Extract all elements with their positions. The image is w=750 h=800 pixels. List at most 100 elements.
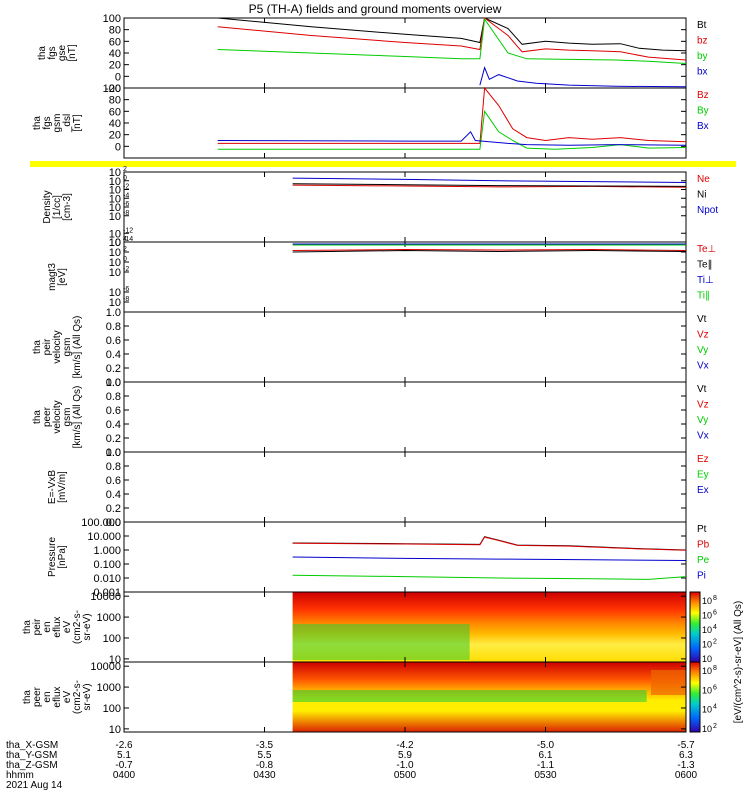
y-tick-exponent: 0 bbox=[123, 175, 127, 182]
y-axis-label: [mV/m] bbox=[57, 471, 68, 503]
x-row-value: -0.7 bbox=[115, 760, 133, 771]
y-tick-exponent: 2 bbox=[123, 166, 127, 173]
y-tick-label: 10 bbox=[109, 228, 121, 240]
y-tick-label: 0.4 bbox=[106, 489, 121, 501]
panel-peer_velocity: 1.0 0.8 0.6 0.4 0.2 0.0 tha peer velocity gsm [km/… bbox=[32, 377, 709, 459]
series-Te⊥ bbox=[292, 248, 687, 251]
y-axis-label: magt3 bbox=[47, 263, 58, 291]
legend-entry: Ex bbox=[697, 485, 709, 496]
x-row-label: tha_Z-GSM bbox=[6, 760, 58, 771]
legend-entry: Vx bbox=[697, 361, 709, 372]
legend-entry: Ey bbox=[697, 470, 709, 481]
y-tick-label: 100.000 bbox=[81, 517, 121, 529]
y-tick-label: 1000 bbox=[97, 682, 121, 694]
status-bar bbox=[30, 161, 736, 167]
y-tick-label: 0.6 bbox=[106, 405, 121, 417]
y-tick-label: 1.000 bbox=[93, 545, 121, 557]
legend-entry: Te∥ bbox=[697, 260, 713, 271]
x-row-value: 6.3 bbox=[679, 750, 693, 761]
x-row-label: tha_Y-GSM bbox=[6, 750, 57, 761]
y-axis-label: peer bbox=[32, 686, 43, 707]
y-tick-label: 40 bbox=[109, 48, 121, 60]
colorbar-tick-exponent: 2 bbox=[713, 723, 717, 730]
low-energy-band bbox=[292, 690, 647, 702]
series-Bt bbox=[217, 17, 687, 52]
panel-frame bbox=[123, 451, 687, 523]
y-axis-label: sr-eV) bbox=[82, 613, 93, 640]
panel-frame bbox=[123, 171, 687, 243]
panel-peir_spec: 10000 1000 100 10 tha peir en eflux eV (cm2-s-sr-… bbox=[22, 591, 687, 666]
colorbar-label: [eV/(cm^2-s)-sr-eV] (All Qs) bbox=[733, 601, 744, 723]
y-tick-label: 100 bbox=[103, 83, 121, 95]
y-tick-exponent: 4 bbox=[123, 236, 127, 243]
y-axis-label: _dsl bbox=[62, 114, 73, 133]
y-axis-label: eV bbox=[62, 691, 73, 704]
y-axis-label: fgs bbox=[47, 46, 58, 59]
y-tick-label: 20 bbox=[109, 130, 121, 142]
low-energy-band bbox=[292, 624, 470, 660]
y-axis-label: en bbox=[42, 621, 53, 632]
y-axis-label: velocity bbox=[52, 400, 63, 433]
legend-entry: Ne bbox=[697, 174, 710, 185]
legend-entry: Vt bbox=[697, 384, 707, 395]
series-by bbox=[217, 17, 687, 64]
y-tick-label: 10 bbox=[109, 185, 121, 197]
legend-entry: Ez bbox=[697, 454, 709, 465]
y-tick-label: 0.2 bbox=[106, 363, 121, 375]
legend-entry: Bx bbox=[697, 121, 709, 132]
x-row-value: 5.9 bbox=[398, 750, 412, 761]
y-axis-label: (cm2-s- bbox=[72, 680, 83, 714]
y-tick-exponent: -14 bbox=[123, 236, 133, 243]
y-tick-label: 10000 bbox=[90, 661, 121, 673]
y-axis-label: [1/cc] bbox=[52, 195, 63, 219]
x-row-value: 0600 bbox=[675, 770, 698, 781]
x-row-value: 6.1 bbox=[539, 750, 553, 761]
legend-entry: Vy bbox=[697, 415, 708, 426]
legend-entry: Ti∥ bbox=[697, 291, 710, 302]
y-tick-label: 10 bbox=[109, 237, 121, 249]
x-row-value: 5.5 bbox=[258, 750, 272, 761]
colorbar-tick-exponent: 6 bbox=[713, 684, 717, 691]
x-row-label: tha_X-GSM bbox=[6, 740, 58, 751]
x-row-value: -1.1 bbox=[537, 760, 555, 771]
legend-entry: Pi bbox=[697, 571, 706, 582]
y-tick-label: 1000 bbox=[97, 612, 121, 624]
colorbar-tick-label: 10 bbox=[702, 685, 712, 695]
legend-entry: by bbox=[697, 51, 708, 62]
legend-entry: Ti⊥ bbox=[697, 275, 714, 286]
panel-peer_spec: 10000 1000 100 10 tha peer en eflux eV (cm2-s-sr-… bbox=[22, 661, 687, 736]
colorbar-tick-label: 10 bbox=[702, 596, 712, 606]
y-tick-exponent: -2 bbox=[123, 184, 129, 191]
colorbar-tick-label: 10 bbox=[702, 724, 712, 734]
legend-entry: Pe bbox=[697, 555, 710, 566]
y-axis-label: [nPa] bbox=[57, 545, 68, 569]
series-Ni bbox=[292, 183, 687, 187]
y-axis-label: E=-VxB bbox=[47, 470, 58, 505]
colorbar bbox=[689, 591, 701, 663]
y-axis-label: (cm2-s- bbox=[72, 610, 83, 644]
x-row-value: 0400 bbox=[113, 770, 136, 781]
colorbar-tick-exponent: 2 bbox=[713, 639, 717, 646]
panel-pressure: 100.000 10.000 1.000 0.100 0.010 0.001 Pressur… bbox=[47, 517, 710, 599]
y-axis-label: eflux bbox=[52, 686, 63, 707]
y-tick-label: 10 bbox=[109, 167, 121, 179]
y-tick-label: 10 bbox=[109, 724, 121, 736]
y-axis-label: peer bbox=[42, 406, 53, 427]
y-tick-label: 100 bbox=[103, 703, 121, 715]
y-axis-label: [nT] bbox=[72, 114, 83, 131]
y-tick-label: 20 bbox=[109, 60, 121, 72]
colorbar-tick-label: 10 bbox=[702, 705, 712, 715]
y-tick-exponent: -12 bbox=[123, 227, 133, 234]
y-tick-exponent: -8 bbox=[123, 296, 129, 303]
y-tick-label: 0.0 bbox=[106, 377, 121, 389]
y-axis-label: tha bbox=[22, 690, 33, 704]
y-tick-exponent: -6 bbox=[123, 286, 129, 293]
panel-frame bbox=[123, 241, 687, 313]
y-axis-label: [km/s] (All Qs) bbox=[72, 386, 83, 449]
x-row-value: -4.2 bbox=[396, 740, 414, 751]
y-tick-label: 0.0 bbox=[106, 517, 121, 529]
y-axis-label: gsm bbox=[62, 338, 73, 357]
legend-entry: Vx bbox=[697, 431, 709, 442]
y-tick-label: 10 bbox=[109, 193, 121, 205]
